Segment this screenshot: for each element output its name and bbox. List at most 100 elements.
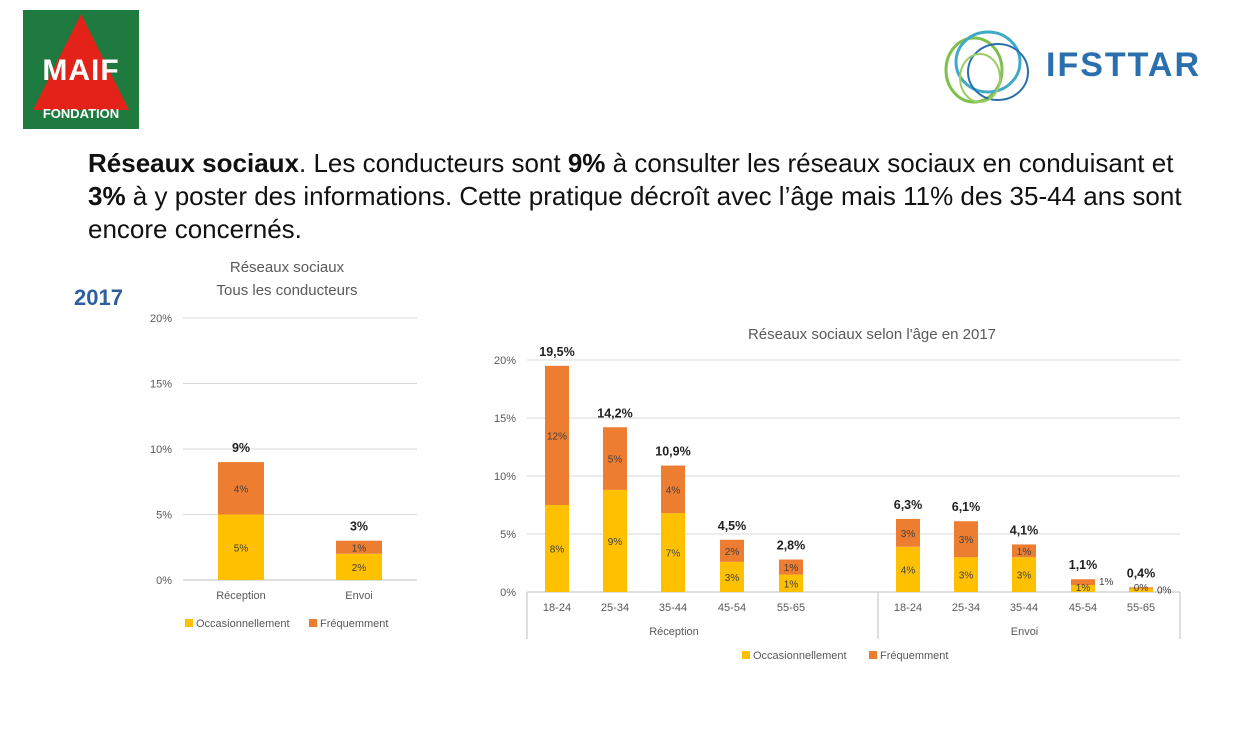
bar-frequemment	[896, 518, 920, 547]
x-tick-label: 18-24	[543, 602, 571, 614]
total-label: 14,2%	[597, 406, 632, 420]
maif-logo-text: MAIF	[42, 54, 120, 87]
bar-frequemment	[661, 465, 685, 514]
y-tick-label: 20%	[494, 355, 516, 367]
intro-paragraph: Réseaux sociaux. Les conducteurs sont 9%…	[88, 147, 1218, 246]
bar-occasionnellement	[896, 546, 920, 592]
data-label-frequemment: 5%	[608, 455, 623, 466]
bar-occasionnellement	[336, 553, 382, 580]
bar-frequemment	[336, 540, 382, 554]
x-tick-label: 25-34	[601, 602, 629, 614]
total-label: 10,9%	[655, 445, 690, 459]
y-tick-label: 15%	[150, 379, 172, 391]
data-label-occasionnellement: 7%	[666, 549, 681, 560]
x-tick-label: 25-34	[952, 602, 980, 614]
total-label: 2,8%	[777, 539, 806, 553]
y-tick-label: 0%	[156, 575, 172, 587]
maif-triangle-icon	[33, 14, 129, 110]
data-label-occasionnellement: 1%	[784, 579, 799, 590]
bar-frequemment	[954, 521, 978, 558]
x-tick-label: 18-24	[894, 602, 922, 614]
bar-occasionnellement	[661, 513, 685, 592]
bar-frequemment	[1071, 579, 1095, 586]
data-label-occasionnellement: 1%	[1076, 583, 1091, 594]
legend-swatch	[742, 651, 750, 659]
bar-occasionnellement	[218, 514, 264, 580]
intro-bold-topic: Réseaux sociaux	[88, 148, 300, 178]
bar-occasionnellement	[1129, 588, 1153, 592]
x-tick-label: 45-54	[718, 602, 746, 614]
x-tick-label: 45-54	[1069, 602, 1097, 614]
data-label-frequemment: 0%	[1157, 585, 1172, 596]
legend-label: Occasionnellement	[196, 618, 290, 630]
bar-occasionnellement	[545, 505, 569, 592]
intro-bold-3: 3%	[88, 181, 126, 211]
bar-frequemment	[603, 427, 627, 490]
legend-label: Occasionnellement	[753, 650, 847, 662]
bar-frequemment	[218, 462, 264, 515]
legend-swatch	[309, 619, 317, 627]
x-tick-label: 35-44	[659, 602, 687, 614]
total-label: 4,5%	[718, 519, 747, 533]
maif-fondation-logo: MAIF FONDATION	[23, 10, 139, 129]
year-label: 2017	[74, 285, 123, 310]
data-label-frequemment: 2%	[725, 547, 740, 558]
total-label: 1,1%	[1069, 558, 1098, 572]
data-label-occasionnellement: 3%	[725, 573, 740, 584]
legend-swatch	[869, 651, 877, 659]
bar-occasionnellement	[603, 489, 627, 592]
y-tick-label: 20%	[150, 313, 172, 325]
intro-bold-9: 9%	[567, 148, 606, 178]
x-tick-label: 35-44	[1010, 602, 1038, 614]
bar-occasionnellement	[720, 561, 744, 592]
data-label-frequemment: 1%	[352, 543, 367, 554]
total-label: 3%	[350, 520, 368, 534]
y-tick-label: 5%	[156, 510, 172, 522]
group-label: Réception	[649, 626, 699, 638]
total-label: 6,1%	[952, 500, 981, 514]
data-label-occasionnellement: 8%	[550, 545, 565, 556]
data-label-occasionnellement: 3%	[1017, 571, 1032, 582]
total-label: 19,5%	[539, 345, 574, 359]
bar-occasionnellement	[779, 574, 803, 592]
intro-text-1: . Les conducteurs sont	[299, 148, 568, 178]
bar-occasionnellement	[954, 557, 978, 592]
bar-frequemment	[1012, 544, 1036, 558]
legend-swatch	[185, 619, 193, 627]
y-tick-label: 5%	[500, 529, 516, 541]
total-label: 0,4%	[1127, 566, 1156, 580]
chart-title: Réseaux sociaux selon l'âge en 2017	[748, 326, 996, 343]
data-label-frequemment: 4%	[234, 484, 249, 495]
chart-title: Réseaux sociaux	[230, 259, 345, 276]
y-tick-label: 10%	[494, 471, 516, 483]
data-label-frequemment: 1%	[1017, 547, 1032, 558]
total-label: 9%	[232, 441, 250, 455]
legend-label: Fréquemment	[320, 618, 388, 630]
group-label: Envoi	[1011, 626, 1039, 638]
data-label-frequemment: 4%	[666, 485, 681, 496]
bar-occasionnellement	[1012, 557, 1036, 592]
data-label-frequemment: 12%	[547, 431, 567, 442]
total-label: 6,3%	[894, 498, 923, 512]
data-label-frequemment: 3%	[959, 535, 974, 546]
x-tick-label: 55-65	[777, 602, 805, 614]
bar-frequemment	[1129, 587, 1153, 589]
bar-occasionnellement	[1071, 585, 1095, 592]
total-label: 4,1%	[1010, 523, 1039, 537]
legend-label: Fréquemment	[880, 650, 948, 662]
data-label-occasionnellement: 9%	[608, 537, 623, 548]
chart-by-age: Réseaux sociaux selon l'âge en 2017 0% 5% 1…	[494, 326, 1181, 662]
y-tick-label: 0%	[500, 587, 516, 599]
data-label-occasionnellement: 2%	[352, 563, 367, 574]
x-tick-label: 55-65	[1127, 602, 1155, 614]
data-label-frequemment: 1%	[1099, 577, 1114, 588]
data-label-occasionnellement: 4%	[901, 565, 916, 576]
data-label-occasionnellement: 3%	[959, 571, 974, 582]
ifsttar-logo-text: IFSTTAR	[1046, 46, 1202, 84]
intro-text-3: à y poster des informations. Cette prati…	[88, 181, 1182, 244]
chart-subtitle: Tous les conducteurs	[217, 282, 358, 299]
x-tick-label: Envoi	[345, 590, 373, 602]
y-tick-label: 15%	[494, 413, 516, 425]
data-label-occasionnellement: 5%	[234, 543, 249, 554]
bar-frequemment	[545, 365, 569, 505]
